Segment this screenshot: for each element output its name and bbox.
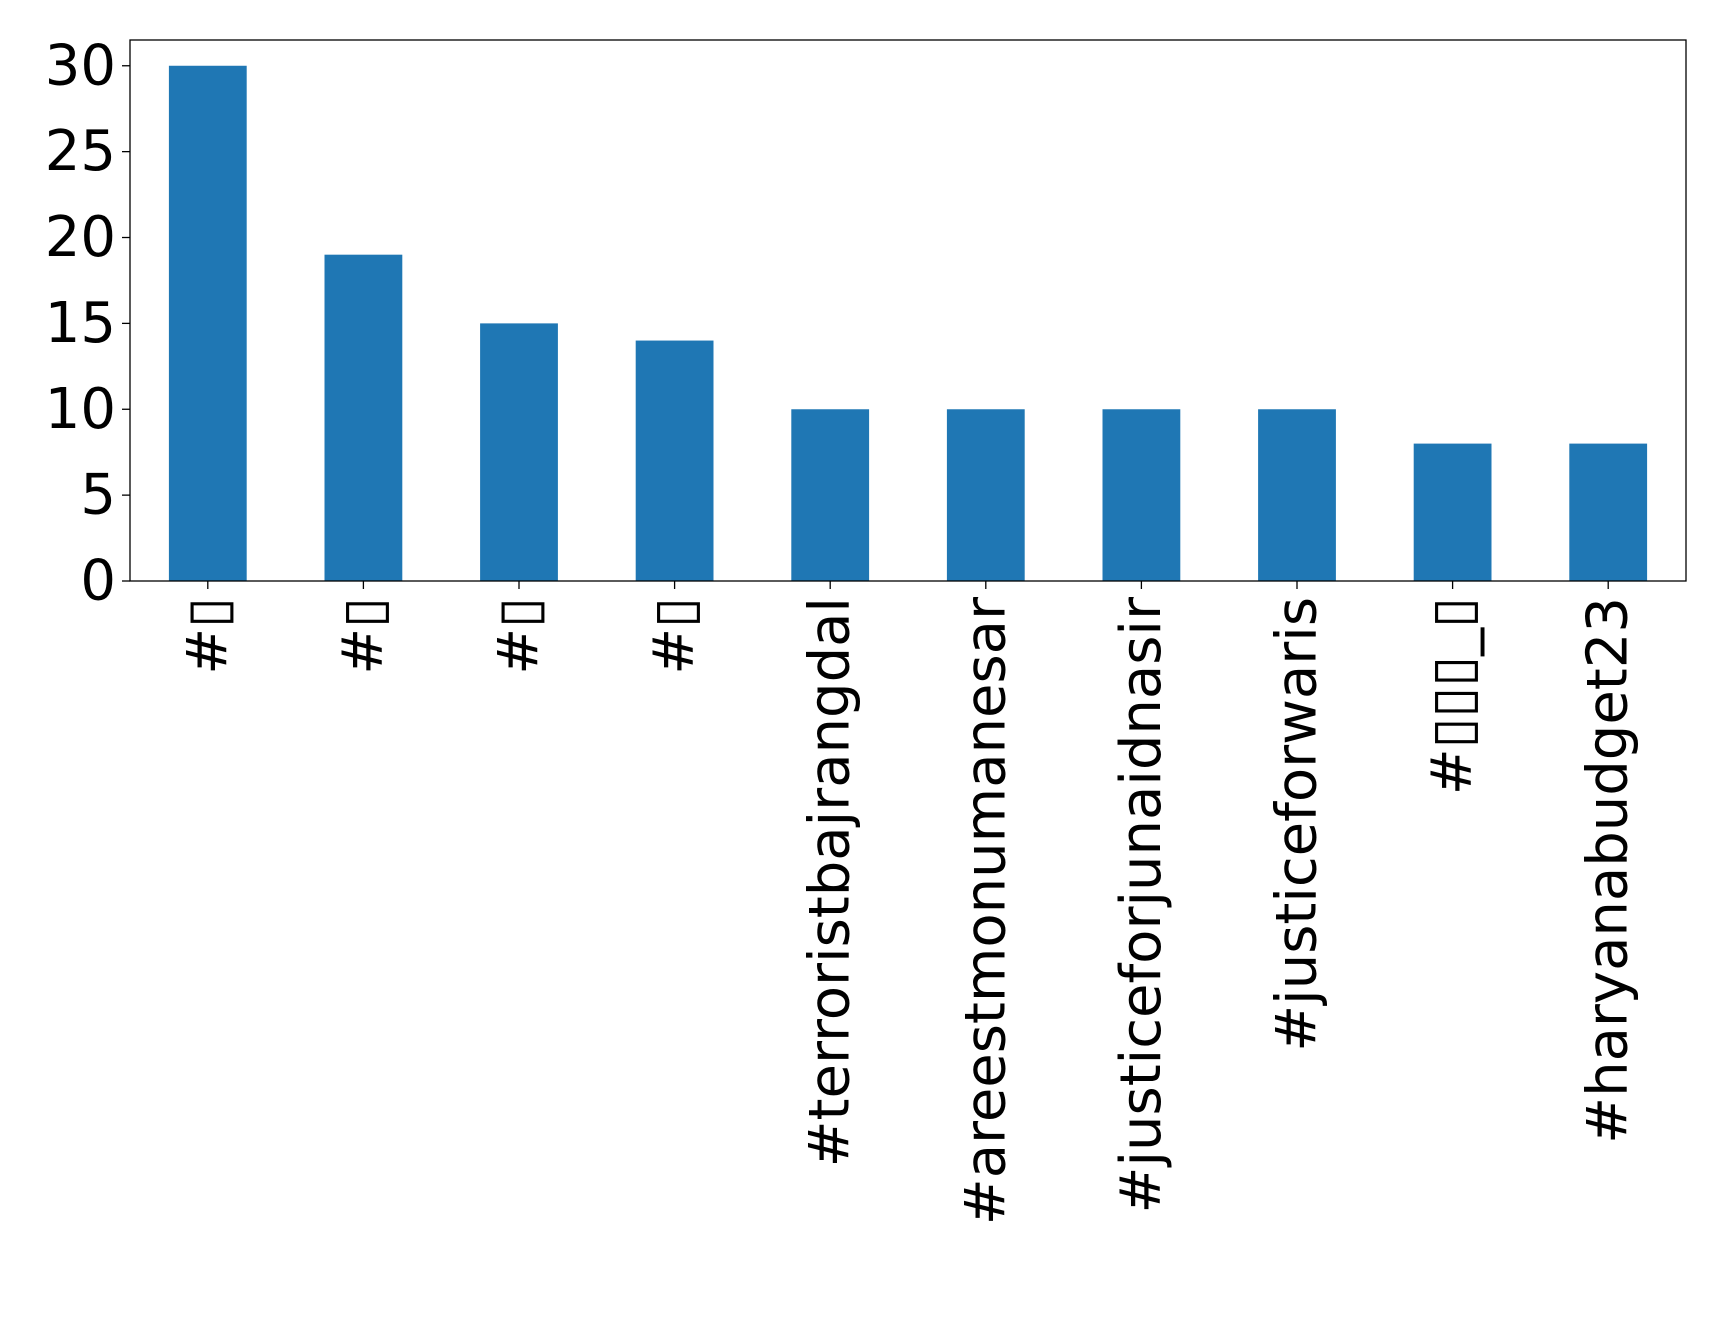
- x-tick-label-2: #▯: [487, 597, 552, 675]
- bar-2: [480, 323, 558, 581]
- bar-6: [1102, 409, 1181, 581]
- bars-group: [168, 65, 1648, 581]
- x-tick-label-1: #▯: [331, 597, 396, 675]
- bar-4: [791, 409, 870, 581]
- y-tick-label-0: 0: [80, 549, 116, 614]
- x-tick-label-8: #▯▯▯_▯: [1420, 597, 1485, 795]
- bar-3: [635, 340, 714, 581]
- y-tick-label-1: 5: [80, 463, 116, 528]
- x-tick-label-4: #terroristbajrangdal: [798, 597, 863, 1167]
- y-tick-label-3: 15: [45, 291, 116, 356]
- bar-1: [324, 254, 403, 581]
- y-tick-label-2: 10: [45, 377, 116, 442]
- bar-9: [1569, 443, 1648, 581]
- x-tick-label-6: #justiceforjunaidnasir: [1109, 596, 1174, 1213]
- y-axis-ticks: 0 5 10 15 20 25 30: [45, 33, 130, 614]
- bar-5: [946, 409, 1025, 581]
- x-axis-ticks: #▯ #▯ #▯ #▯ #terroristbajrangdal #areestmonum…: [175, 581, 1641, 1225]
- x-tick-label-5: #areestmonumanesar: [953, 596, 1018, 1225]
- plot-frame: [129, 39, 1687, 582]
- y-tick-label-6: 30: [45, 33, 116, 98]
- bar-8: [1413, 443, 1492, 581]
- x-tick-label-7: #justiceforwaris: [1265, 597, 1330, 1052]
- x-tick-label-9: #haryanabudget23: [1576, 597, 1641, 1144]
- x-tick-label-3: #▯: [642, 597, 707, 675]
- bar-0: [168, 65, 247, 581]
- y-tick-label-5: 25: [45, 119, 116, 184]
- x-tick-label-0: #▯: [175, 597, 240, 675]
- bar-7: [1258, 409, 1336, 581]
- y-tick-label-4: 20: [45, 205, 116, 270]
